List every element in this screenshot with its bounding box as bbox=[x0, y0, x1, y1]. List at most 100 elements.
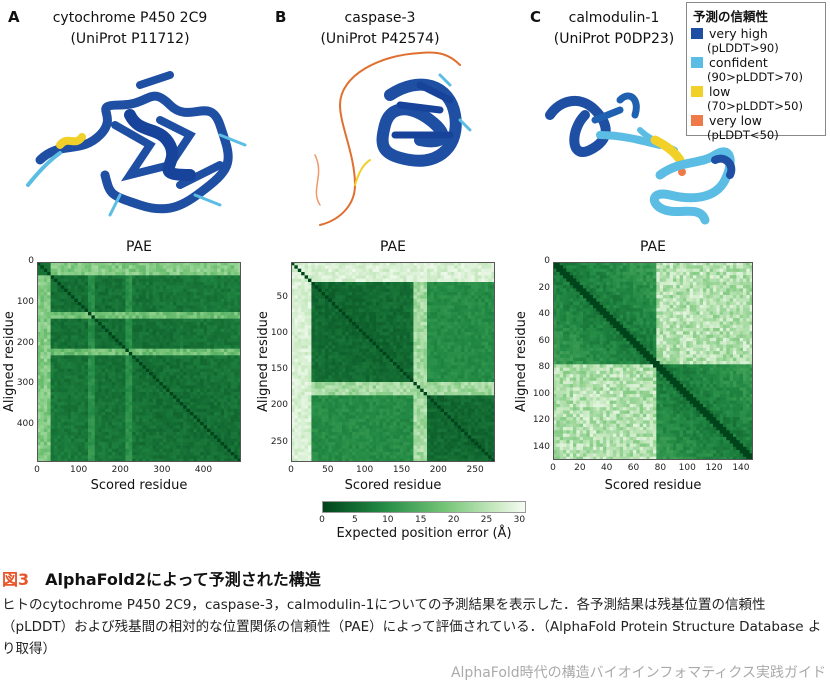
pae-cell bbox=[166, 392, 170, 396]
pae-cell bbox=[410, 332, 414, 336]
pae-cell bbox=[81, 408, 85, 413]
pae-cell bbox=[152, 352, 157, 356]
pae-cell bbox=[234, 395, 238, 400]
pae-cell bbox=[430, 315, 435, 320]
pae-cell bbox=[176, 368, 181, 373]
pae-cell bbox=[77, 438, 82, 443]
pae-cell bbox=[224, 358, 228, 363]
pae-cell bbox=[461, 318, 465, 323]
pae-cell bbox=[338, 322, 343, 326]
pae-cell bbox=[176, 425, 181, 430]
pae-cell bbox=[359, 265, 363, 270]
pae-cell bbox=[386, 268, 390, 273]
pae-cell bbox=[301, 325, 305, 330]
pae-cell bbox=[193, 298, 198, 303]
pae-cell bbox=[196, 458, 201, 462]
pae-cell bbox=[379, 332, 384, 336]
pae-cell bbox=[444, 312, 448, 316]
pae-cell bbox=[145, 392, 150, 396]
pae-cell bbox=[91, 348, 96, 353]
pae-cell bbox=[47, 405, 51, 410]
pae-cell bbox=[301, 288, 305, 293]
pae-cell bbox=[210, 298, 215, 303]
pae-cell bbox=[40, 272, 45, 276]
pae-cell bbox=[450, 295, 455, 300]
pae-cell bbox=[416, 272, 421, 276]
pae-cell bbox=[74, 392, 79, 396]
x-tick-label: 200 bbox=[111, 465, 129, 475]
pae-cell bbox=[207, 435, 211, 440]
pae-cell bbox=[50, 288, 55, 293]
pae-cell bbox=[413, 262, 418, 266]
pae-cell bbox=[57, 315, 62, 320]
pae-cell bbox=[81, 268, 85, 273]
pae-cell bbox=[173, 352, 177, 356]
pae-cell bbox=[318, 308, 322, 313]
pae-cell bbox=[74, 325, 79, 330]
pae-cell bbox=[217, 322, 221, 326]
pae-cell bbox=[481, 278, 486, 283]
pae-cell bbox=[230, 455, 235, 460]
pae-cell bbox=[325, 335, 329, 340]
pae-cell bbox=[84, 318, 89, 323]
pae-cell bbox=[71, 448, 75, 453]
pae-cell bbox=[142, 435, 147, 440]
pae-cell bbox=[64, 368, 68, 373]
pae-cell bbox=[183, 428, 187, 433]
pae-cell bbox=[196, 408, 201, 413]
pae-cell bbox=[186, 388, 191, 393]
pae-cell bbox=[230, 292, 235, 296]
pae-cell bbox=[437, 288, 441, 293]
pae-cell bbox=[57, 402, 62, 406]
pae-cell bbox=[420, 275, 424, 280]
pae-cell bbox=[220, 442, 225, 446]
pae-cell bbox=[444, 275, 448, 280]
pae-cell bbox=[399, 312, 404, 316]
pae-cell bbox=[338, 278, 343, 283]
pae-cell bbox=[176, 342, 181, 346]
pae-cell bbox=[304, 285, 309, 290]
pae-cell bbox=[230, 382, 235, 386]
pae-cell bbox=[203, 315, 208, 320]
pae-cell bbox=[420, 305, 424, 310]
pae-cell bbox=[84, 445, 89, 450]
pae-cell bbox=[122, 295, 126, 300]
pae-cell bbox=[478, 288, 482, 293]
pae-cell bbox=[213, 325, 218, 330]
pae-cell bbox=[139, 328, 143, 333]
pae-cell bbox=[440, 325, 445, 330]
pae-cell bbox=[173, 435, 177, 440]
pae-cell bbox=[37, 288, 41, 293]
pae-cell bbox=[47, 312, 51, 316]
pae-cell bbox=[115, 425, 119, 430]
pae-cell bbox=[227, 332, 232, 336]
pae-cell bbox=[162, 295, 167, 300]
pae-cell bbox=[379, 305, 384, 310]
pae-cell bbox=[88, 282, 92, 286]
pae-cell bbox=[234, 265, 238, 270]
pae-cell bbox=[210, 292, 215, 296]
pae-cell bbox=[50, 435, 55, 440]
pae-cell bbox=[101, 288, 106, 293]
pae-cell bbox=[57, 268, 62, 273]
pae-cell bbox=[328, 288, 333, 293]
pae-cell bbox=[321, 275, 326, 280]
pae-cell bbox=[91, 428, 96, 433]
pae-cell bbox=[159, 455, 164, 460]
pae-cell bbox=[128, 358, 133, 363]
pae-cell bbox=[183, 328, 187, 333]
pae-cell bbox=[369, 272, 373, 276]
pae-cell bbox=[142, 292, 147, 296]
pae-cell bbox=[64, 388, 68, 393]
pae-cell bbox=[115, 328, 119, 333]
pae-cell bbox=[457, 318, 462, 323]
pae-cell bbox=[173, 442, 177, 446]
pae-cell bbox=[210, 432, 215, 436]
pae-cell bbox=[230, 282, 235, 286]
pae-cell bbox=[118, 435, 123, 440]
pae-cell bbox=[67, 405, 72, 410]
pae-cell bbox=[217, 418, 221, 423]
pae-cell bbox=[111, 272, 116, 276]
pae-cell bbox=[173, 415, 177, 420]
pae-cell bbox=[447, 265, 452, 270]
